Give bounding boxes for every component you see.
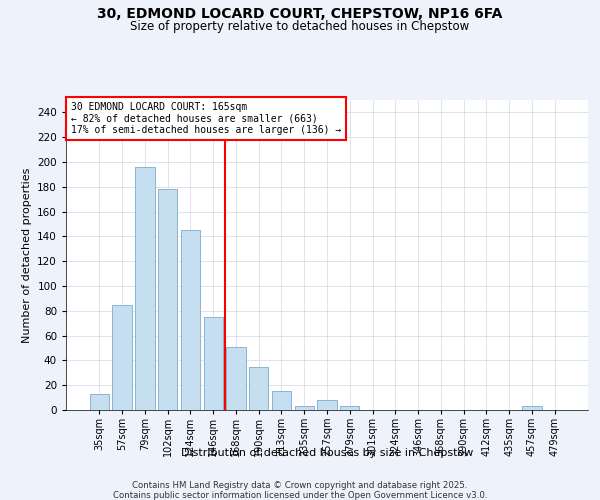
Text: 30, EDMOND LOCARD COURT, CHEPSTOW, NP16 6FA: 30, EDMOND LOCARD COURT, CHEPSTOW, NP16 … (97, 8, 503, 22)
Text: 30 EDMOND LOCARD COURT: 165sqm
← 82% of detached houses are smaller (663)
17% of: 30 EDMOND LOCARD COURT: 165sqm ← 82% of … (71, 102, 341, 134)
Bar (317, 400, 337, 410)
Bar (181, 230, 200, 410)
Bar (522, 406, 542, 410)
Bar (135, 167, 155, 410)
Bar (340, 406, 359, 410)
Bar (249, 366, 268, 410)
Bar (112, 304, 132, 410)
Text: Size of property relative to detached houses in Chepstow: Size of property relative to detached ho… (130, 20, 470, 33)
Bar (203, 317, 223, 410)
Bar (158, 190, 178, 410)
Y-axis label: Number of detached properties: Number of detached properties (22, 168, 32, 342)
Bar (90, 394, 109, 410)
Text: Contains public sector information licensed under the Open Government Licence v3: Contains public sector information licen… (113, 491, 487, 500)
Bar (295, 406, 314, 410)
Text: Distribution of detached houses by size in Chepstow: Distribution of detached houses by size … (181, 448, 473, 458)
Bar (272, 392, 291, 410)
Bar (226, 347, 245, 410)
Text: Contains HM Land Registry data © Crown copyright and database right 2025.: Contains HM Land Registry data © Crown c… (132, 481, 468, 490)
